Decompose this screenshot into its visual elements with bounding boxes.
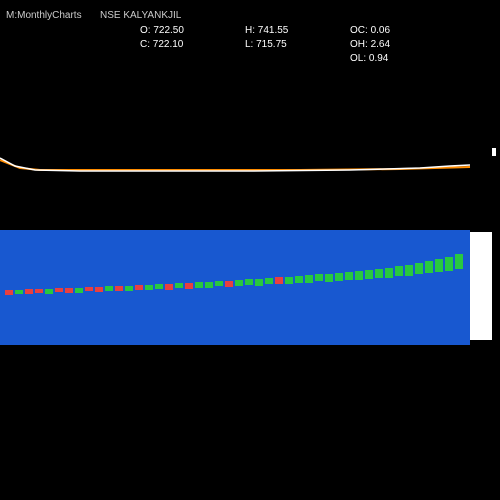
ohlc-open-val: 722.50 — [153, 25, 184, 36]
ohlc-oh-val: 2.64 — [371, 39, 390, 50]
ohlc-oc-val: 0.06 — [371, 25, 390, 36]
ohlc-ol: OL: 0.94 — [350, 52, 415, 66]
volume-bar — [315, 274, 323, 281]
volume-bar — [165, 284, 173, 290]
ohlc-low: L: 715.75 — [245, 38, 310, 52]
volume-bar — [155, 284, 163, 289]
ohlc-open: O: 722.50 — [140, 24, 205, 38]
ohlc-spacer1 — [140, 52, 205, 66]
volume-bar — [395, 266, 403, 276]
ohlc-spacer2 — [245, 52, 310, 66]
volume-bar — [5, 290, 13, 295]
ohlc-high-val: 741.55 — [258, 25, 289, 36]
axis-tick-marker — [492, 148, 496, 156]
ohlc-close: C: 722.10 — [140, 38, 205, 52]
ohlc-oh: OH: 2.64 — [350, 38, 415, 52]
volume-bar — [435, 259, 443, 272]
ohlc-low-val: 715.75 — [256, 39, 287, 50]
volume-bar — [295, 276, 303, 283]
volume-bar — [355, 271, 363, 280]
symbol-title: NSE KALYANKJIL — [100, 10, 181, 21]
volume-bar — [445, 257, 453, 271]
lower-empty-panel — [0, 345, 500, 500]
ohlc-summary: O: 722.50 H: 741.55 OC: 0.06 C: 722.10 L… — [140, 24, 415, 66]
volume-bar — [85, 287, 93, 291]
volume-bar — [35, 289, 43, 293]
volume-bar — [455, 254, 463, 269]
volume-bar — [365, 270, 373, 279]
volume-bar — [325, 274, 333, 282]
volume-bar — [425, 261, 433, 273]
price-line-svg — [0, 140, 500, 200]
volume-bars-svg — [0, 230, 470, 345]
volume-bar — [375, 269, 383, 278]
volume-bar — [215, 281, 223, 286]
ohlc-high: H: 741.55 — [245, 24, 310, 38]
volume-bar — [105, 286, 113, 291]
volume-bar — [265, 278, 273, 284]
volume-bar — [275, 277, 283, 284]
volume-bar — [385, 268, 393, 278]
volume-bar — [195, 282, 203, 288]
volume-bar — [305, 275, 313, 283]
volume-bar — [45, 289, 53, 294]
volume-bar — [185, 283, 193, 289]
volume-bar — [205, 282, 213, 288]
volume-bar — [335, 273, 343, 281]
volume-bar — [95, 287, 103, 292]
volume-bar — [55, 288, 63, 292]
volume-bar — [255, 279, 263, 286]
volume-current-bar — [470, 232, 492, 340]
ohlc-close-val: 722.10 — [153, 39, 184, 50]
volume-bar — [65, 288, 73, 293]
price-chart-panel: M:MonthlyCharts NSE KALYANKJIL O: 722.50… — [0, 0, 500, 230]
volume-bar — [415, 263, 423, 274]
volume-bar — [285, 277, 293, 284]
volume-bar — [15, 290, 23, 294]
volume-bar — [125, 286, 133, 291]
volume-bar — [25, 289, 33, 294]
volume-bar — [405, 265, 413, 276]
ohlc-ol-val: 0.94 — [369, 53, 388, 64]
volume-bar — [115, 286, 123, 291]
volume-bar — [345, 272, 353, 280]
volume-bar — [225, 281, 233, 287]
volume-chart-panel — [0, 230, 500, 345]
volume-bar — [175, 283, 183, 288]
volume-bar — [235, 280, 243, 286]
volume-bar — [245, 279, 253, 285]
volume-bar — [75, 288, 83, 293]
ohlc-oc: OC: 0.06 — [350, 24, 415, 38]
volume-bar — [145, 285, 153, 290]
watermark-title: M:MonthlyCharts — [6, 10, 82, 21]
volume-bar — [135, 285, 143, 290]
